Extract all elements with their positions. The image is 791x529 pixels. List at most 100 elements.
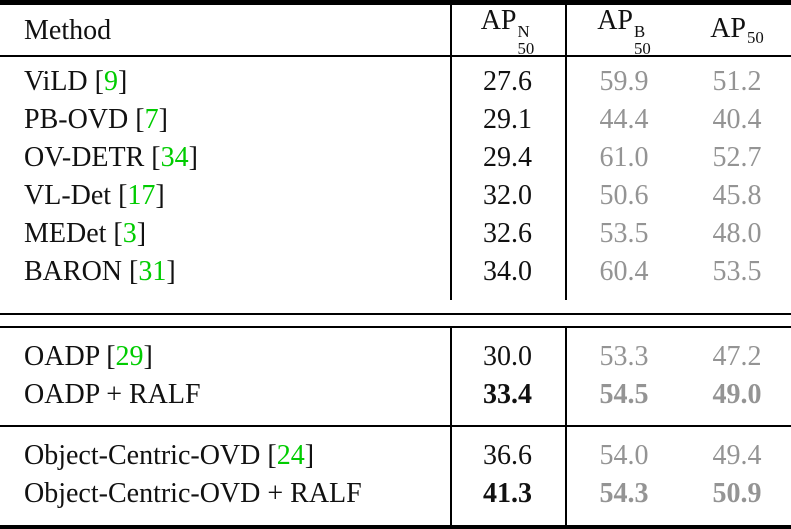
citation-link[interactable]: 17	[127, 180, 156, 211]
citation-link[interactable]: 29	[115, 341, 144, 372]
method-cell: ViLD [9]	[0, 66, 450, 98]
column-divider-1	[450, 57, 452, 300]
method-name: VL-Det [	[24, 180, 128, 211]
ap-base-value: 54.5	[599, 379, 649, 410]
ap-all-value: 53.5	[712, 256, 762, 287]
method-name: PB-OVD [	[24, 104, 145, 135]
bottom-rule	[0, 525, 791, 529]
ap-base-value: 53.5	[599, 218, 649, 249]
table-row: Object-Centric-OVD + RALF 41.3 54.3 50.9	[0, 475, 791, 513]
method-name: BARON [	[24, 256, 139, 287]
method-name: Object-Centric-OVD + RALF	[24, 478, 362, 509]
ap-novel-value: 33.4	[483, 379, 532, 410]
header-row: Method AP N 50 AP B 50 AP50	[0, 5, 791, 57]
method-cell: Object-Centric-OVD + RALF	[0, 478, 450, 510]
table-row: ViLD [9] 27.6 59.9 51.2	[0, 63, 791, 101]
column-divider-1	[450, 328, 452, 425]
method-name: OV-DETR [	[24, 142, 161, 173]
header-section: Method AP N 50 AP B 50 AP50	[0, 5, 791, 57]
ap-base-value: 54.3	[599, 478, 649, 509]
table-row: OV-DETR [34] 29.4 61.0 52.7	[0, 139, 791, 177]
method-name: MEDet [	[24, 218, 123, 249]
citation-bracket: ]	[158, 104, 168, 135]
ap-base-value: 60.4	[599, 256, 649, 287]
method-cell: OADP [29]	[0, 341, 450, 373]
column-divider-1	[450, 427, 452, 525]
header-ap-all-base: AP	[710, 13, 746, 45]
header-ap-base-script: B 50	[634, 21, 651, 56]
method-cell: OV-DETR [34]	[0, 142, 450, 174]
method-cell: OADP + RALF	[0, 379, 450, 411]
ap-base-value: 53.3	[599, 341, 649, 372]
ap-base-value: 59.9	[599, 66, 649, 97]
citation-bracket: ]	[166, 256, 176, 287]
ap-base-value: 50.6	[599, 180, 649, 211]
ap-all-value: 49.4	[712, 440, 762, 471]
method-name: OADP [	[24, 341, 116, 372]
ap-novel-value: 29.1	[483, 104, 532, 135]
table-row: OADP + RALF 33.4 54.5 49.0	[0, 376, 791, 414]
table-row: VL-Det [17] 32.0 50.6 45.8	[0, 177, 791, 215]
ap-novel-value: 32.6	[483, 218, 532, 249]
citation-link[interactable]: 7	[144, 104, 159, 135]
table-row: BARON [31] 34.0 60.4 53.5	[0, 253, 791, 291]
method-cell: BARON [31]	[0, 256, 450, 288]
top-rule	[0, 0, 791, 5]
table-row: PB-OVD [7] 29.1 44.4 40.4	[0, 101, 791, 139]
ap-all-value: 45.8	[712, 180, 762, 211]
method-cell: MEDet [3]	[0, 218, 450, 250]
header-ap-novel: AP N 50	[450, 5, 565, 57]
ap-all-value: 50.9	[712, 478, 762, 509]
header-ap-novel-script: N 50	[517, 21, 535, 58]
ap-all-value: 51.2	[712, 66, 762, 97]
baseline-section: ViLD [9] 27.6 59.9 51.2 PB-OVD [7] 29.1 …	[0, 57, 791, 300]
citation-link[interactable]: 34	[160, 142, 189, 173]
ap-novel-value: 34.0	[483, 256, 532, 287]
header-ap-novel-sup: N	[517, 21, 530, 41]
table-row: Object-Centric-OVD [24] 36.6 54.0 49.4	[0, 437, 791, 475]
ap-novel-value: 27.6	[483, 66, 532, 97]
header-ap-all: AP50	[683, 13, 791, 48]
method-name: ViLD [	[24, 66, 104, 97]
ap-base-value: 44.4	[599, 104, 649, 135]
ap-all-value: 48.0	[712, 218, 762, 249]
table-row: OADP [29] 30.0 53.3 47.2	[0, 338, 791, 376]
header-ap-all-sub: 50	[747, 28, 764, 48]
ap-base-value: 61.0	[599, 142, 649, 173]
ap-novel-value: 29.4	[483, 142, 532, 173]
ap-all-value: 49.0	[712, 379, 762, 410]
header-ap-novel-sub: 50	[517, 38, 535, 58]
double-rule	[0, 313, 791, 328]
header-rule	[0, 55, 791, 57]
ap-novel-value: 30.0	[483, 341, 532, 372]
method-cell: Object-Centric-OVD [24]	[0, 440, 450, 472]
column-divider-1	[450, 5, 452, 55]
citation-link[interactable]: 31	[138, 256, 167, 287]
column-divider-2	[565, 427, 567, 525]
ap-all-value: 52.7	[712, 142, 762, 173]
ap-novel-value: 32.0	[483, 180, 532, 211]
citation-bracket: ]	[155, 180, 165, 211]
citation-link[interactable]: 24	[276, 440, 305, 471]
object-centric-section: Object-Centric-OVD [24] 36.6 54.0 49.4 O…	[0, 427, 791, 525]
table-row: MEDet [3] 32.6 53.5 48.0	[0, 215, 791, 253]
column-divider-2	[565, 328, 567, 425]
citation-bracket: ]	[304, 440, 315, 471]
header-ap-base-base: AP	[597, 5, 633, 36]
column-divider-2	[565, 5, 567, 55]
ap-all-value: 40.4	[712, 104, 762, 135]
citation-bracket: ]	[143, 341, 153, 372]
header-ap-novel-base: AP	[480, 5, 517, 36]
ap-novel-value: 41.3	[483, 478, 532, 509]
method-cell: PB-OVD [7]	[0, 104, 450, 136]
citation-link[interactable]: 3	[122, 218, 137, 249]
citation-link[interactable]: 9	[103, 66, 118, 97]
section-rule	[0, 425, 791, 427]
method-cell: VL-Det [17]	[0, 180, 450, 212]
method-name: OADP + RALF	[24, 379, 201, 410]
header-ap-base-sup: B	[634, 21, 646, 41]
ap-base-value: 54.0	[599, 440, 649, 471]
citation-bracket: ]	[117, 66, 128, 97]
column-divider-2	[565, 57, 567, 300]
